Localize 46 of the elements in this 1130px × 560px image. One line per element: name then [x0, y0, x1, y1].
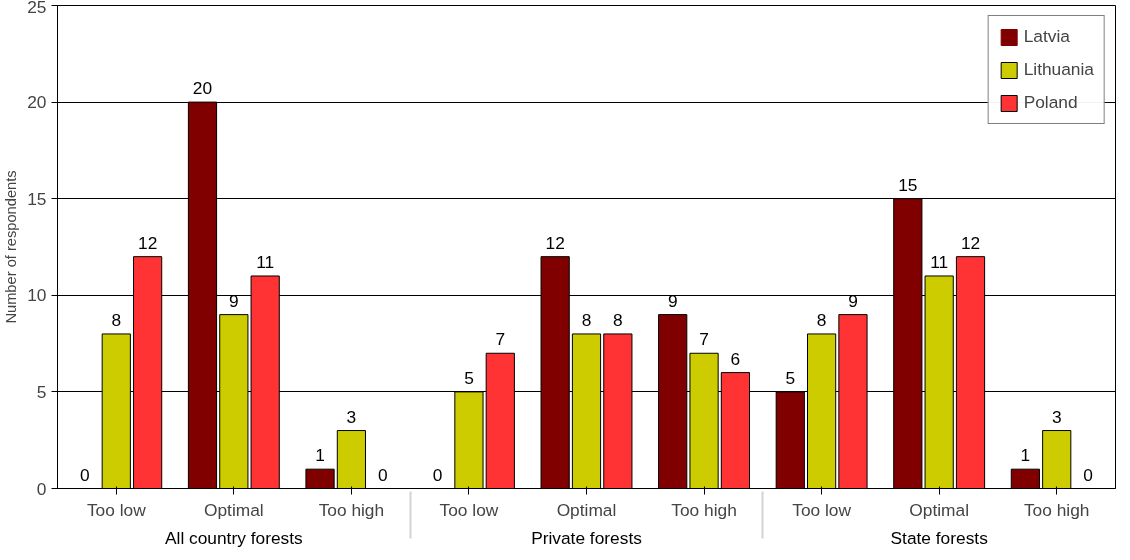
x-tick-label: Too high — [318, 499, 385, 520]
data-label: 15 — [898, 174, 918, 195]
data-label: 12 — [137, 232, 158, 253]
data-label: 3 — [346, 406, 357, 427]
data-label: 6 — [730, 348, 741, 369]
x-tick-label: Too low — [439, 499, 499, 520]
x-tick-label: Too high — [671, 499, 737, 520]
data-label: 5 — [785, 367, 796, 388]
data-label: 3 — [1051, 406, 1062, 427]
data-label: 8 — [613, 309, 623, 330]
data-label: 8 — [816, 309, 827, 330]
legend-label: Latvia — [1023, 26, 1070, 47]
data-label: 1 — [1020, 445, 1031, 466]
data-label: 1 — [315, 445, 325, 466]
data-label: 5 — [464, 367, 474, 388]
y-tick-label: 25 — [27, 0, 47, 17]
x-tick-label: Too low — [792, 499, 852, 520]
data-label: 11 — [930, 251, 949, 272]
data-label: 0 — [1083, 464, 1093, 485]
x-tick-label: Too high — [1023, 499, 1090, 520]
x-tick-label: Too low — [86, 499, 147, 520]
data-label: 20 — [192, 78, 213, 99]
x-tick-label: Optimal — [203, 499, 264, 520]
data-label: 7 — [699, 329, 709, 350]
y-tick-label: 15 — [27, 188, 47, 209]
data-label: 0 — [432, 464, 443, 485]
y-axis-title: Number of respondents — [3, 170, 20, 324]
legend-label: Lithuania — [1023, 59, 1094, 80]
x-tick-label: Optimal — [556, 499, 617, 520]
data-label: 8 — [581, 309, 592, 330]
text: All country forests — [164, 527, 304, 548]
data-label: 0 — [377, 464, 388, 485]
text: Private forests — [531, 527, 643, 548]
x-tick-label: Optimal — [909, 499, 970, 520]
y-tick-label: 5 — [36, 381, 47, 402]
y-tick-label: 10 — [27, 285, 47, 306]
data-label: 8 — [111, 309, 122, 330]
legend-label: Poland — [1023, 92, 1078, 113]
data-label: 11 — [256, 251, 275, 272]
data-label: 12 — [960, 232, 981, 253]
data-label: 7 — [495, 329, 506, 350]
data-label: 0 — [80, 464, 90, 485]
data-label: 12 — [545, 232, 565, 253]
y-tick-label: 0 — [36, 478, 47, 499]
text: State forests — [890, 527, 989, 548]
y-tick-label: 20 — [27, 92, 47, 113]
